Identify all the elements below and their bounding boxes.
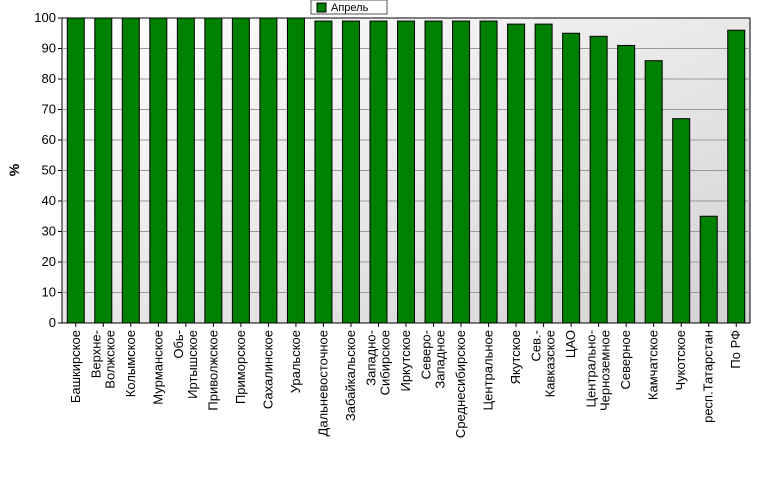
bar (314, 20, 333, 324)
x-category-label: Центрально- (584, 330, 599, 408)
x-category-label: Приволжское (205, 330, 220, 411)
x-category-label: Забайкальское (343, 330, 358, 421)
x-category-label: Западное (433, 330, 448, 389)
x-category-label: Северо- (419, 330, 434, 379)
x-category-label: Иркутское (398, 330, 413, 392)
x-category-label: Иртышское (185, 330, 200, 399)
bar (176, 17, 195, 324)
y-tick-label: 70 (42, 102, 56, 117)
legend[interactable]: Апрель (310, 0, 388, 15)
x-category-label: Уральское (288, 330, 303, 393)
legend-box (310, 0, 388, 15)
x-category-label: Мурманское (150, 330, 165, 405)
y-tick-label: 30 (42, 224, 56, 239)
bar (562, 32, 581, 324)
x-category-label: Западно- (363, 330, 378, 386)
bar (286, 17, 305, 324)
x-category-label: Северное (618, 330, 633, 389)
x-category-label: ЦАО (563, 330, 578, 358)
bar (507, 23, 526, 324)
y-axis-ticks: 0 10 20 30 40 50 60 70 80 90 100 (34, 10, 62, 330)
x-category-label: Сибирское (377, 330, 392, 395)
x-category-label: респ.Татарстан (701, 330, 716, 423)
bar (699, 215, 718, 324)
x-category-label: Среднесибирское (453, 330, 468, 438)
bar (727, 29, 746, 324)
bar (121, 17, 140, 324)
bar (149, 17, 168, 324)
y-tick-label: 60 (42, 132, 56, 147)
bar (397, 20, 415, 324)
x-category-label: Колымское (123, 330, 138, 397)
bar (617, 44, 636, 324)
bar (644, 60, 663, 324)
bar (452, 20, 471, 324)
x-category-label: Башкирское (68, 330, 83, 403)
y-tick-label: 90 (42, 41, 56, 56)
x-category-label: По РФ (728, 330, 743, 369)
bar (369, 20, 388, 324)
x-category-label: Камчатское (646, 330, 661, 400)
bar (231, 17, 250, 324)
x-category-label: Центральное (481, 330, 496, 410)
bar (94, 17, 113, 324)
bar (204, 17, 223, 324)
y-tick-label: 0 (49, 315, 56, 330)
x-category-label: Дальневосточное (315, 330, 330, 436)
bar (534, 23, 553, 324)
y-tick-label: 10 (42, 285, 56, 300)
x-category-label: Сев.- (529, 330, 544, 361)
y-tick-label: 50 (42, 163, 56, 178)
bar (341, 20, 360, 324)
bar (66, 17, 85, 324)
x-category-label: Обь- (171, 330, 186, 359)
y-tick-label: 20 (42, 254, 56, 269)
bar (479, 20, 498, 324)
x-axis-labels: Башкирское Верхне- Волжское Колымское Мурман… (68, 323, 743, 438)
x-category-label: Чукотское (673, 330, 688, 391)
x-category-label: Черноземное (598, 330, 613, 411)
y-tick-label: 40 (42, 193, 56, 208)
x-category-label: Приморское (233, 330, 248, 404)
y-axis-label: % (6, 163, 22, 176)
x-category-label: Сахалинское (260, 330, 275, 409)
legend-swatch (316, 2, 327, 13)
bars (66, 17, 746, 324)
y-tick-label: 100 (34, 10, 56, 25)
x-category-label: Якутское (508, 330, 523, 384)
legend-label: Апрель (331, 2, 369, 14)
bar (589, 35, 608, 324)
bar (672, 118, 691, 324)
x-category-label: Верхне- (88, 330, 103, 378)
x-category-label: Кавказское (543, 330, 558, 397)
y-tick-label: 80 (42, 71, 56, 86)
x-category-label: Волжское (102, 330, 117, 389)
bar (424, 20, 443, 324)
bar (259, 17, 278, 324)
